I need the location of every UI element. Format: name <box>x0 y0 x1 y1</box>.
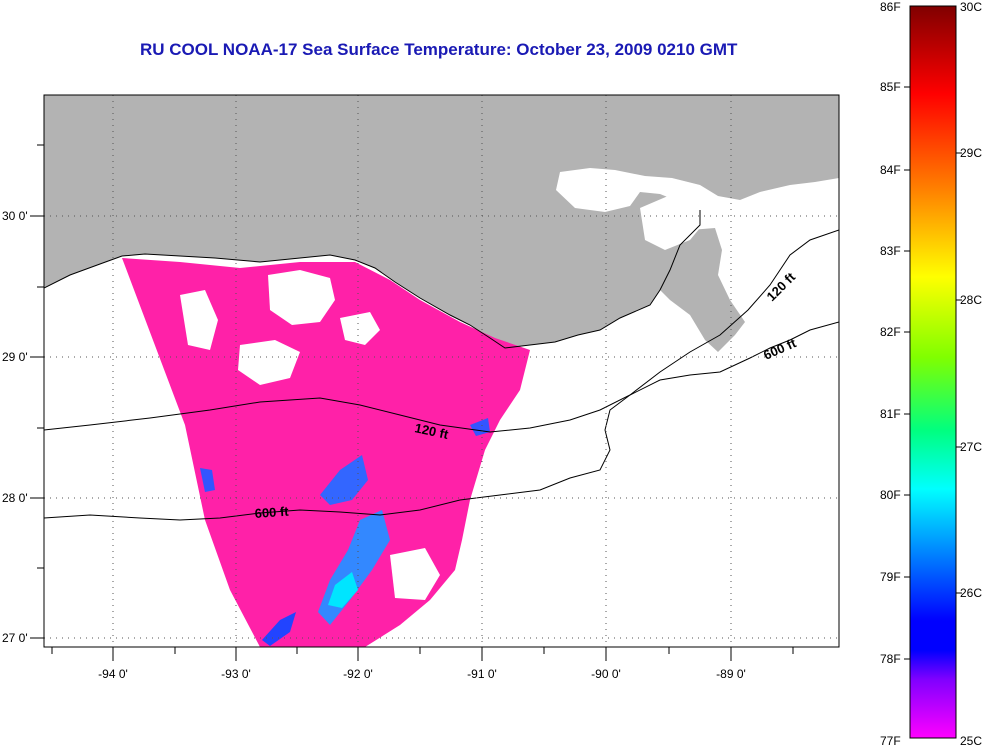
plot-frame <box>43 94 840 648</box>
colorbar-f-label: 83F <box>880 244 901 258</box>
lon-tick-label: -93 0' <box>221 667 251 681</box>
colorbar-c-label: 25C <box>960 734 982 748</box>
lon-tick-label: -89 0' <box>716 667 746 681</box>
lat-tick-label: 27 0' <box>2 631 28 645</box>
lat-tick-label: 30 0' <box>2 209 28 223</box>
contour-label: 120 ft <box>413 420 450 442</box>
colorbar-f-label: 86F <box>880 0 901 14</box>
cloud-gap-5 <box>390 548 440 600</box>
x-minor-ticks <box>51 647 794 661</box>
colorbar-ticks <box>904 86 962 660</box>
y-ticks <box>30 144 44 639</box>
lon-tick-label: -94 0' <box>98 667 128 681</box>
cool-streak <box>320 455 368 505</box>
plot-area <box>44 95 839 647</box>
lon-tick-label: -90 0' <box>591 667 621 681</box>
colorbar-f-label: 78F <box>880 652 901 666</box>
colorbar-f-label: 85F <box>880 80 901 94</box>
colorbar-c-label: 27C <box>960 440 982 454</box>
colorbar-f-label: 77F <box>880 734 901 748</box>
contour-label: 600 ft <box>254 504 290 521</box>
cloud-gap-4 <box>238 340 300 385</box>
colorbar-f-label: 81F <box>880 407 901 421</box>
graticule <box>44 95 839 647</box>
colorbar-gradient <box>909 5 957 739</box>
colorbar-f-label: 82F <box>880 325 901 339</box>
colorbar-c-label: 30C <box>960 0 982 14</box>
colorbar: 86F 85F 84F 83F 82F 81F 80F 79F 78F 77F … <box>880 0 982 748</box>
isobath-600ft <box>44 321 839 521</box>
colorbar-c-label: 29C <box>960 146 982 160</box>
cool-streak-5 <box>200 468 215 492</box>
coastline <box>44 210 701 349</box>
cloud-gap <box>268 270 335 325</box>
colorbar-c-label: 26C <box>960 586 982 600</box>
lon-tick-label: -91 0' <box>467 667 497 681</box>
cool-streak-4 <box>262 612 296 646</box>
sst-swath <box>122 258 530 647</box>
y-tick-labels: 30 0' 29 0' 28 0' 27 0' <box>2 209 28 645</box>
cloud-gap-3 <box>340 312 380 345</box>
lake-patch <box>560 172 630 208</box>
land-mass <box>44 95 839 348</box>
lat-tick-label: 29 0' <box>2 350 28 364</box>
colorbar-f-label: 84F <box>880 163 901 177</box>
isobath-120ft <box>44 229 839 433</box>
x-tick-labels: -94 0' -93 0' -92 0' -91 0' -90 0' -89 0… <box>98 667 746 681</box>
map-title: RU COOL NOAA-17 Sea Surface Temperature:… <box>140 40 738 59</box>
cool-streak-3 <box>328 572 358 608</box>
colorbar-c-label: 28C <box>960 293 982 307</box>
lat-tick-label: 28 0' <box>2 491 28 505</box>
lon-tick-label: -92 0' <box>343 667 373 681</box>
delta-land <box>640 228 745 352</box>
colorbar-f-label: 79F <box>880 570 901 584</box>
cloud-gap-2 <box>180 290 218 350</box>
colorbar-f-label: 80F <box>880 488 901 502</box>
